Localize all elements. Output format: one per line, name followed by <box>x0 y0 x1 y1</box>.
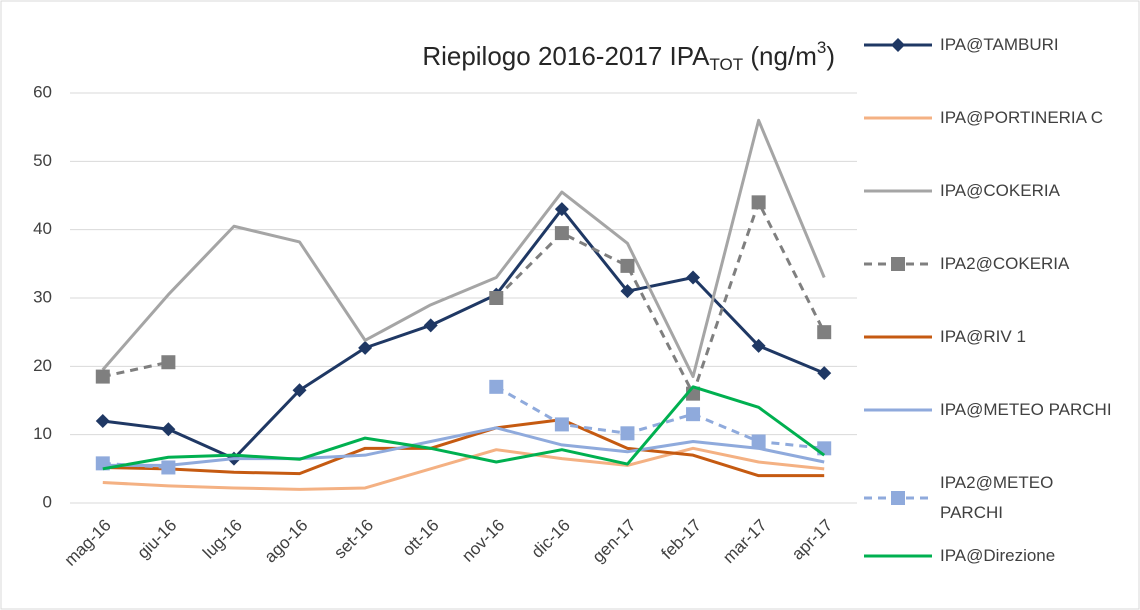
legend-label: IPA2@METEO PARCHI <box>940 473 1054 522</box>
legend-label: IPA2@COKERIA <box>940 254 1070 273</box>
series-line <box>102 426 825 467</box>
y-tick-label: 60 <box>33 82 52 101</box>
data-point <box>751 434 766 449</box>
legend-swatch <box>864 335 932 339</box>
data-point <box>161 355 176 370</box>
legend-item: IPA@TAMBURI <box>862 30 1132 60</box>
legend-swatch <box>864 38 932 52</box>
x-tick-label: mar-17 <box>719 516 771 568</box>
legend-swatch <box>864 116 932 120</box>
data-point <box>161 422 176 437</box>
legend-item: IPA@PORTINERIA C <box>862 103 1132 133</box>
data-point <box>554 226 569 241</box>
x-tick-label: mag-16 <box>61 516 115 570</box>
data-point <box>620 258 635 273</box>
y-tick-label: 40 <box>33 219 52 238</box>
y-tick-label: 20 <box>33 356 52 375</box>
legend-swatch <box>864 189 932 193</box>
x-tick-label: set-16 <box>330 516 377 563</box>
title-end: ) <box>826 41 835 71</box>
legend-swatch <box>864 554 932 558</box>
legend-item: IPA2@COKERIA <box>862 249 1132 279</box>
data-point <box>817 325 832 340</box>
data-point <box>489 291 504 305</box>
legend-item: IPA@Direzione <box>862 541 1132 571</box>
legend-item: IPA@RIV 1 <box>862 322 1132 352</box>
y-tick-label: 10 <box>33 424 52 443</box>
title-subscript: TOT <box>709 55 743 74</box>
data-point <box>554 202 569 217</box>
data-point <box>161 460 176 475</box>
data-point <box>686 407 701 422</box>
legend-item: IPA@COKERIA <box>862 176 1132 206</box>
chart-title: Riepilogo 2016-2017 IPATOT (ng/m3) <box>422 38 835 74</box>
data-point <box>292 383 307 398</box>
legend-label: IPA@TAMBURI <box>940 35 1059 54</box>
legend-marker <box>891 257 905 271</box>
legend-swatch <box>864 257 932 271</box>
series-line <box>101 118 826 379</box>
x-tick-label: nov-16 <box>458 516 508 566</box>
data-point <box>751 338 766 353</box>
title-superscript: 3 <box>817 38 826 57</box>
data-point <box>817 366 832 381</box>
legend-label: IPA@COKERIA <box>940 181 1060 200</box>
legend-item: IPA2@METEO PARCHI <box>862 468 1132 528</box>
legend-label: IPA@Direzione <box>940 546 1056 565</box>
x-tick-label: feb-17 <box>658 516 706 564</box>
series-line <box>102 207 825 461</box>
data-point <box>489 379 504 394</box>
y-tick-label: 30 <box>33 287 52 306</box>
x-tick-label: dic-16 <box>528 516 574 562</box>
x-tick-label: lug-16 <box>199 516 246 563</box>
data-point <box>686 270 701 285</box>
x-tick-label: ott-16 <box>399 516 443 560</box>
x-tick-label: gen-17 <box>589 516 640 567</box>
title-unit: (ng/m <box>743 41 817 71</box>
x-tick-label: ago-16 <box>261 516 312 567</box>
x-tick-label: apr-17 <box>788 516 836 564</box>
legend-label: IPA@RIV 1 <box>940 327 1026 346</box>
series-line <box>102 200 826 396</box>
legend-marker <box>891 491 905 505</box>
legend-swatch <box>864 408 932 412</box>
legend-marker <box>891 38 905 52</box>
data-point <box>95 414 110 428</box>
series-line <box>102 446 825 491</box>
data-point <box>751 195 766 210</box>
data-point <box>95 369 110 384</box>
y-tick-label: 50 <box>33 151 52 170</box>
y-tick-label: 0 <box>43 492 52 511</box>
series-line <box>102 418 825 478</box>
title-text: Riepilogo 2016-2017 IPA <box>422 41 710 71</box>
data-point <box>358 340 373 355</box>
series-line <box>102 385 826 471</box>
legend-label: IPA@PORTINERIA C <box>940 108 1104 127</box>
x-tick-label: giu-16 <box>134 516 181 563</box>
legend-item: IPA@METEO PARCHI <box>862 395 1132 425</box>
data-point <box>620 426 635 441</box>
data-point <box>423 318 438 333</box>
legend-swatch <box>864 491 932 505</box>
data-point <box>620 284 635 299</box>
legend-label: IPA@METEO PARCHI <box>940 400 1112 419</box>
data-point <box>554 417 569 432</box>
